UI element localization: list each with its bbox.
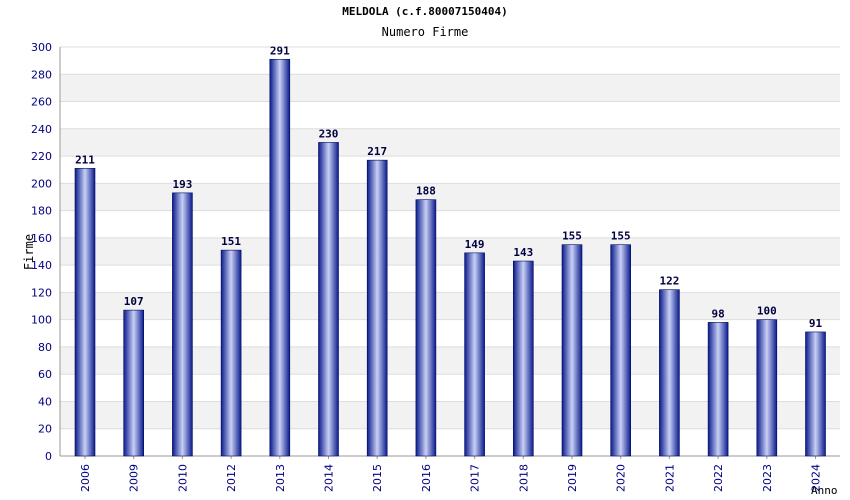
chart-subtitle: Numero Firme bbox=[381, 25, 469, 39]
x-tick-label-2013: 2013 bbox=[274, 464, 287, 492]
x-tick-label-2010: 2010 bbox=[176, 464, 189, 492]
data-label-2019: 155 bbox=[562, 230, 582, 243]
y-tick-label: 140 bbox=[31, 259, 52, 272]
x-tick-label-2023: 2023 bbox=[761, 464, 774, 492]
bar-2023 bbox=[756, 319, 778, 457]
bar-2022 bbox=[707, 322, 729, 457]
data-label-2022: 98 bbox=[711, 307, 724, 320]
bar-2020 bbox=[610, 244, 632, 457]
x-tick-label-2020: 2020 bbox=[615, 464, 628, 492]
bar-2010 bbox=[172, 192, 193, 457]
y-tick-label: 120 bbox=[31, 286, 52, 299]
y-tick-label: 200 bbox=[31, 177, 52, 190]
bar-2016 bbox=[415, 199, 437, 457]
x-tick-label-2022: 2022 bbox=[712, 464, 725, 492]
data-label-2024: 91 bbox=[809, 317, 823, 330]
bar-2014 bbox=[318, 142, 339, 457]
x-tick-label-2016: 2016 bbox=[420, 464, 433, 492]
data-label-2016: 188 bbox=[416, 185, 436, 198]
data-label-2014: 230 bbox=[319, 127, 339, 140]
bar-2018 bbox=[512, 260, 534, 457]
y-tick-label: 0 bbox=[45, 450, 52, 463]
y-tick-label: 280 bbox=[31, 68, 52, 81]
y-tick-label: 220 bbox=[31, 150, 52, 163]
data-label-2021: 122 bbox=[659, 275, 679, 288]
data-label-2013: 291 bbox=[270, 44, 290, 57]
y-tick-label: 40 bbox=[38, 395, 52, 408]
x-tick-label-2019: 2019 bbox=[566, 464, 579, 492]
x-tick-label-2017: 2017 bbox=[469, 464, 482, 492]
bar-2019 bbox=[561, 244, 583, 457]
x-tick-label-2021: 2021 bbox=[663, 464, 676, 492]
x-tick-label-2006: 2006 bbox=[79, 464, 92, 492]
bar-2009 bbox=[123, 309, 144, 457]
chart-title: MELDOLA (c.f.80007150404) bbox=[342, 5, 508, 18]
bar-2015 bbox=[366, 159, 388, 457]
x-tick-label-2009: 2009 bbox=[128, 464, 141, 492]
data-label-2010: 193 bbox=[172, 178, 192, 191]
data-label-2006: 211 bbox=[75, 153, 95, 166]
grid-band bbox=[60, 74, 840, 102]
y-tick-label: 300 bbox=[31, 41, 52, 54]
data-label-2018: 143 bbox=[513, 246, 533, 259]
x-tick-label-2014: 2014 bbox=[323, 464, 336, 492]
bar-2013 bbox=[269, 58, 291, 457]
data-label-2015: 217 bbox=[367, 145, 387, 158]
y-tick-label: 60 bbox=[38, 368, 52, 381]
y-tick-label: 240 bbox=[31, 123, 52, 136]
bar-2006 bbox=[74, 168, 96, 457]
y-tick-label: 260 bbox=[31, 96, 52, 109]
x-tick-label-2018: 2018 bbox=[517, 464, 530, 492]
bar-2012 bbox=[220, 249, 242, 457]
data-label-2009: 107 bbox=[124, 295, 144, 308]
bar-2021 bbox=[659, 289, 680, 457]
y-tick-label: 100 bbox=[31, 314, 52, 327]
data-label-2012: 151 bbox=[221, 235, 241, 248]
grid-band bbox=[60, 128, 840, 157]
x-tick-label-2015: 2015 bbox=[371, 464, 384, 492]
y-tick-label: 160 bbox=[31, 232, 52, 245]
bar-2017 bbox=[464, 252, 485, 457]
x-tick-label-2024: 2024 bbox=[810, 464, 823, 492]
x-axis-label: Anno bbox=[811, 484, 838, 497]
x-tick-label-2012: 2012 bbox=[225, 464, 238, 492]
bar-2024 bbox=[805, 331, 826, 457]
data-label-2023: 100 bbox=[757, 305, 777, 318]
y-tick-label: 80 bbox=[38, 341, 52, 354]
data-label-2020: 155 bbox=[611, 230, 631, 243]
y-tick-label: 180 bbox=[31, 205, 52, 218]
y-tick-label: 20 bbox=[38, 423, 52, 436]
data-label-2017: 149 bbox=[465, 238, 485, 251]
